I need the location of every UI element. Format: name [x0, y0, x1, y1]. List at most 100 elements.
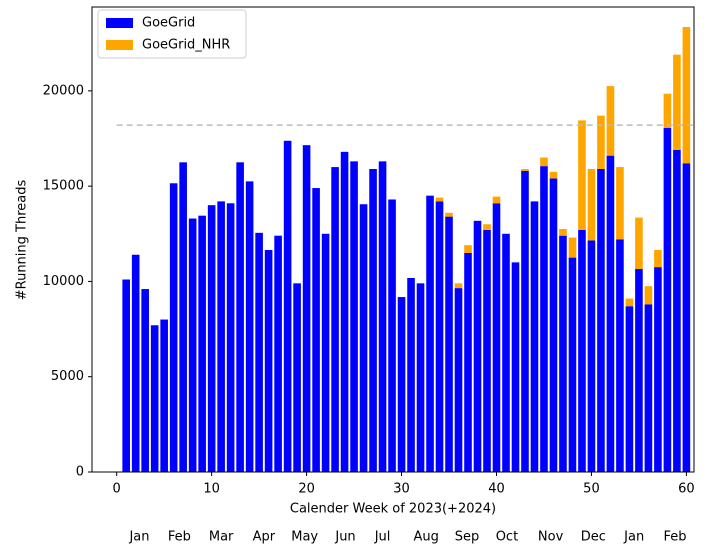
legend-swatch [106, 18, 133, 28]
bar-segment [682, 27, 691, 164]
month-label: Feb [663, 530, 686, 545]
bar-segment [331, 167, 339, 472]
x-tick-label: 20 [298, 482, 315, 497]
bar-segment [350, 161, 358, 473]
y-tick-label: 20000 [43, 83, 84, 98]
x-tick-label: 30 [393, 482, 410, 497]
bar-segment [454, 283, 463, 289]
bar-segment [359, 204, 368, 473]
bar-segment [141, 289, 149, 472]
y-tick-label: 10000 [43, 274, 84, 289]
bar-segment [369, 168, 377, 472]
month-label: Nov [538, 530, 564, 545]
bar-segment [245, 181, 254, 472]
month-label: Aug [414, 530, 439, 545]
bar-segment [473, 220, 482, 472]
bar-segment [283, 140, 292, 473]
y-tick-label: 0 [76, 465, 84, 480]
month-label: Dec [581, 530, 606, 545]
bar-segment [587, 168, 596, 241]
month-label: Jan [623, 530, 644, 545]
bar-segment [625, 306, 634, 472]
bar-segment [540, 157, 548, 167]
bar-segment [663, 93, 672, 129]
bar-segment [464, 252, 472, 472]
month-label: Jan [128, 530, 149, 545]
bar-segment [568, 257, 577, 472]
bar-segment [388, 199, 396, 473]
month-label: Jul [374, 530, 391, 545]
bar-segment [454, 288, 463, 472]
bar-segment [226, 203, 235, 472]
bar-segment [521, 168, 529, 171]
bar-segment [549, 178, 558, 472]
bar-segment [625, 298, 634, 307]
bar-segment [511, 262, 520, 472]
month-label: Oct [496, 530, 518, 545]
bar-segment [274, 235, 282, 472]
y-tick-label: 5000 [51, 369, 84, 384]
y-tick-label: 15000 [43, 179, 84, 194]
bar-segment [635, 217, 643, 270]
bar-segment [131, 254, 140, 472]
bar-segment [445, 212, 453, 217]
bar-segment [568, 237, 577, 258]
bar-segment [654, 267, 662, 472]
bar-segment [445, 216, 453, 472]
x-axis-label: Calender Week of 2023(+2024) [290, 502, 496, 517]
bar-segment [530, 201, 539, 472]
bar-segment [502, 233, 510, 472]
bar-segment [179, 162, 187, 472]
bar-segment [644, 304, 653, 472]
bar-segment [435, 201, 444, 472]
month-label: Apr [253, 530, 276, 545]
bar-segment [150, 325, 159, 472]
bar-segment [188, 218, 197, 472]
bar-segment [587, 240, 596, 472]
legend-box [97, 9, 247, 59]
bar-segment [549, 171, 558, 179]
bar-segment [540, 166, 548, 473]
bar-segment [217, 201, 225, 472]
bar-segment [483, 224, 491, 230]
bar-segment [616, 167, 624, 240]
bar-segment [673, 149, 681, 472]
bar-segment [169, 183, 178, 472]
y-axis-label: #Running Threads [15, 180, 30, 301]
month-label: Jun [334, 530, 355, 545]
bar-segment [340, 151, 349, 472]
bar-segment [578, 229, 586, 472]
bar-segment [663, 128, 672, 472]
bar-segment [312, 188, 320, 472]
bar-segment [264, 249, 273, 472]
bar-segment [207, 205, 216, 472]
bar-segment [416, 283, 425, 472]
bar-segment [236, 162, 244, 472]
bar-segment [255, 232, 263, 472]
x-tick-label: 60 [678, 482, 695, 497]
bar-segment [616, 239, 624, 472]
bar-segment [606, 155, 615, 473]
bar-segment [597, 168, 605, 472]
bar-segment [673, 54, 681, 150]
bar-segment [635, 269, 643, 472]
bar-segment [644, 286, 653, 305]
month-label: May [291, 530, 318, 545]
plot-frame [91, 6, 695, 473]
bar-segment [397, 297, 406, 472]
month-label: Sep [455, 530, 480, 545]
bar-segment [426, 195, 434, 472]
bar-segment [654, 249, 662, 268]
x-tick-label: 0 [113, 482, 121, 497]
bar-segment [378, 161, 387, 473]
bar-segment [492, 203, 501, 472]
bar-segment [682, 163, 691, 472]
bar-segment [160, 319, 168, 472]
bar-segment [321, 233, 330, 472]
x-tick-label: 50 [583, 482, 600, 497]
bar-segment [435, 197, 444, 202]
bar-segment [559, 229, 567, 236]
bar-segment [407, 277, 415, 472]
legend-label: GoeGrid_NHR [142, 38, 230, 53]
